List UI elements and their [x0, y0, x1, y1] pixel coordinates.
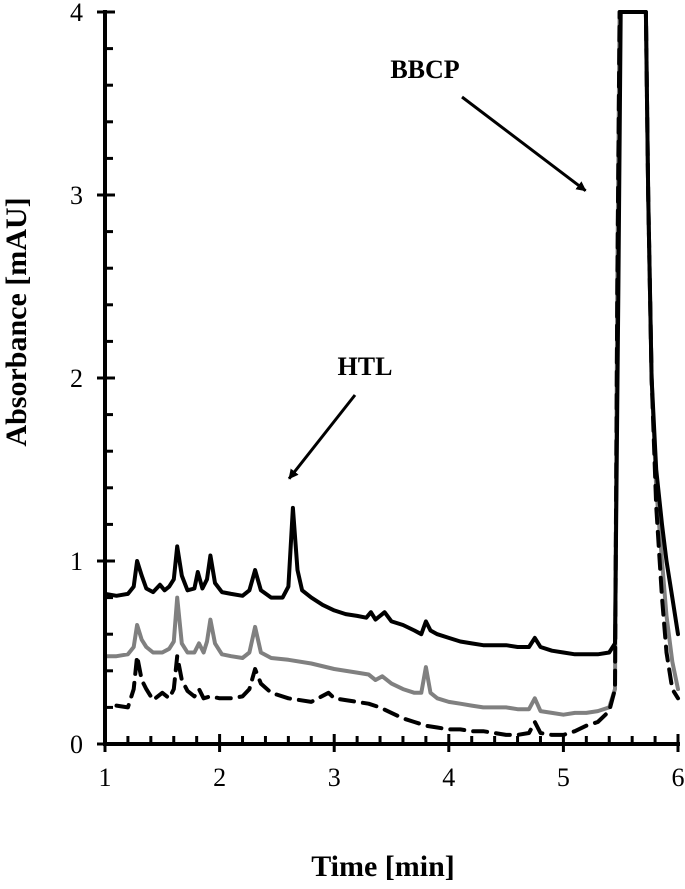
bbcp-arrow	[461, 95, 587, 192]
series-line-1	[103, 10, 680, 657]
series-line-2	[103, 10, 680, 717]
y-tick-label: 0	[70, 730, 83, 759]
y-axis-label: Absorbance [mAU]	[0, 197, 33, 446]
series-line-3	[114, 10, 680, 737]
x-tick-label: 4	[442, 763, 455, 792]
x-axis-label: Time [min]	[311, 850, 455, 883]
y-tick-label: 1	[70, 547, 83, 576]
htl-label: HTL	[338, 352, 393, 381]
y-tick-label: 3	[70, 181, 83, 210]
axes-layer	[97, 10, 680, 752]
bbcp-label: BBCP	[390, 55, 459, 84]
x-tick-label: 2	[213, 763, 226, 792]
x-tick-label: 1	[99, 763, 112, 792]
x-tick-label: 6	[672, 763, 685, 792]
htl-arrow	[287, 394, 357, 480]
x-tick-label: 5	[557, 763, 570, 792]
y-tick-label: 4	[70, 0, 83, 27]
series-layer	[103, 10, 680, 737]
x-tick-label: 3	[328, 763, 341, 792]
y-tick-label: 2	[70, 364, 83, 393]
annotation-layer: HTL BBCP	[287, 55, 587, 480]
